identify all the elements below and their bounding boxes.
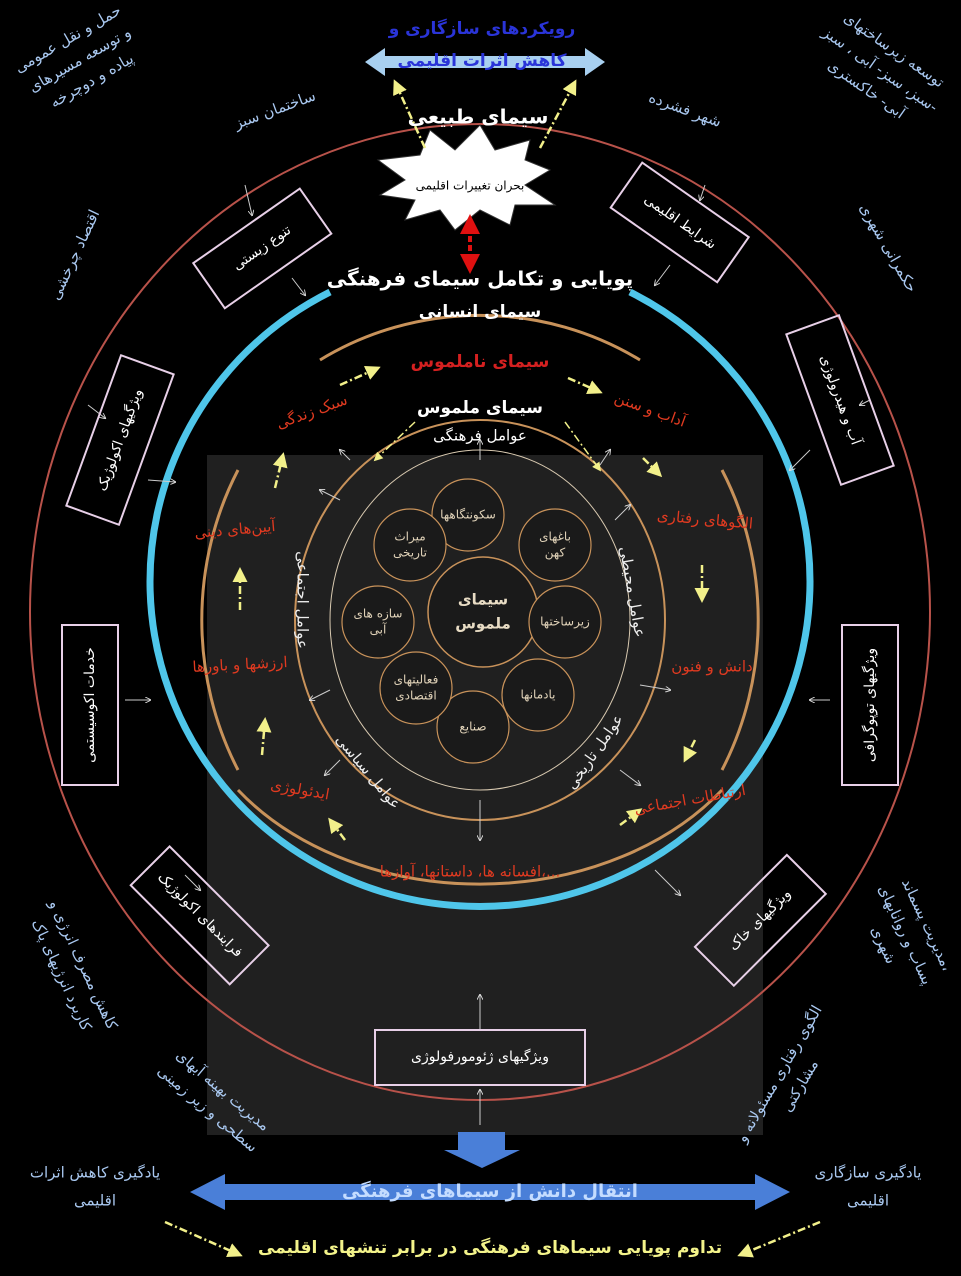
tangible-item: کهن [545, 546, 566, 561]
tangible-item: میراث [394, 530, 425, 545]
tangible-item: باغهای [539, 530, 571, 544]
landscape-box-label: خدمات اکوسیستمی [82, 647, 98, 763]
crisis-label: بحران تغییرات اقلیمی [416, 179, 525, 194]
learning-mitigation: اقلیمی [74, 1192, 116, 1210]
top-title: کاهش اثرات اقلیمی [397, 51, 566, 71]
tangible-item: زیرساختها [540, 615, 590, 630]
tangible-item: آبی [370, 622, 387, 637]
landscape-boxes [61, 161, 899, 1086]
crisis-burst [376, 124, 557, 231]
intangible-title: سیمای ناملموس [411, 352, 550, 372]
learning-adaptation: اقلیمی [847, 1192, 889, 1210]
arc [720, 469, 760, 771]
human-landscape: سیمای انسانی [419, 302, 541, 322]
down-arrow [444, 1132, 520, 1168]
arc [200, 469, 240, 771]
tangible-item: یادمانها [521, 688, 556, 702]
continuity-label: تداوم پویایی سیماهای فرهنگی در برابر تنش… [258, 1237, 722, 1258]
tangible-item: صنایع [459, 720, 486, 734]
tangible-item: سکونتگاهها [440, 508, 496, 523]
link-arrows [87, 184, 871, 1125]
learning-mitigation: یادگیری کاهش اثرات [30, 1164, 160, 1182]
tangible-center: سیمای [458, 591, 508, 609]
intangible-item: ارزشها و باورها [192, 653, 288, 676]
factor-label: عوامل اجتماعی [294, 551, 312, 649]
intangible-item: افسانه ها، داستانها، آوازها،... [380, 863, 561, 881]
transfer-label: انتقال دانش از سیماهای فرهنگی [342, 1180, 638, 1202]
center-circle [427, 556, 539, 668]
transfer-arrow [190, 1174, 790, 1210]
tangible-center: ملموس [455, 615, 511, 633]
tangible-item: اقتصادی [395, 689, 437, 703]
natural-landscape: سیمای طبیعی [408, 105, 549, 129]
landscape-box-label: ویژگیهای ژئومورفولوژی [411, 1048, 549, 1065]
cultural-factors: عوامل فرهنگی [433, 427, 527, 445]
top-title: رویکردهای سازگاری و [388, 18, 576, 39]
tangible-title: سیمای ملموس [417, 398, 543, 418]
intangible-item: دانش و فنون [671, 658, 752, 676]
landscape-box-label: ویژگیهای توپوگرافی [861, 648, 878, 762]
tangible-item: تاریخی [393, 546, 427, 561]
dynamics-label: پویایی و تکامل سیمای فرهنگی [327, 267, 634, 292]
arc [236, 788, 724, 886]
tangible-item: سازه های [354, 607, 403, 622]
tangible-item: فعالیتهای [394, 673, 439, 687]
learning-adaptation: یادگیری سازگاری [815, 1164, 922, 1182]
flow-arrows [164, 79, 821, 1258]
satellite-circles [341, 478, 602, 764]
blue-ring [146, 288, 814, 910]
top-arrow [365, 48, 605, 76]
arc [319, 313, 641, 362]
